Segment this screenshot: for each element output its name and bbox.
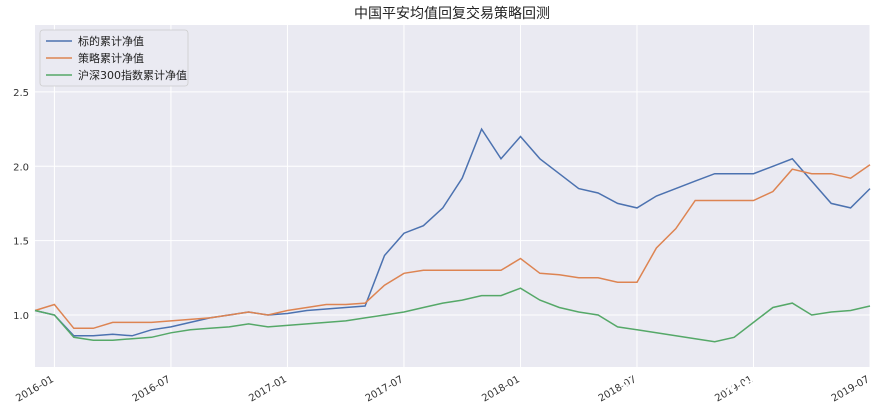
x-tick-label: 2018-01 (480, 374, 522, 404)
y-tick-label: 1.0 (13, 311, 29, 322)
series-lines (34, 127, 871, 343)
legend-label-target: 标的累计净值 (78, 34, 144, 48)
y-tick-label: 2.0 (13, 162, 29, 173)
y-tick-label: 2.5 (13, 88, 29, 99)
chart-title: 中国平安均值回复交易策略回测 (354, 5, 550, 22)
legend-label-index: 沪深300指数累计净值 (78, 68, 187, 82)
series-line-1 (34, 164, 871, 330)
x-tick-label: 2016-07 (131, 374, 173, 404)
x-tick-label: 2016-01 (14, 374, 56, 404)
legend-label-strategy: 策略累计净值 (78, 51, 144, 65)
legend-box (39, 29, 189, 87)
y-tick-labels: 1.0 1.5 2.0 2.5 (13, 88, 29, 322)
y-tick-label: 1.5 (13, 237, 29, 248)
x-tick-label: 2017-07 (364, 374, 406, 404)
series-line-2 (34, 287, 871, 343)
series-line-0 (34, 127, 871, 337)
legend: 标的累计净值 策略累计净值 沪深300指数累计净值 (39, 29, 189, 87)
x-tick-label: 2019-07 (830, 374, 872, 404)
x-tick-label: 2017-01 (247, 374, 289, 404)
watermark: 头条 @Python金融量化 (620, 373, 836, 397)
y-gridlines (35, 91, 870, 316)
